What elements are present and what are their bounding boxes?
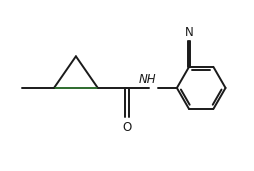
Text: O: O — [122, 121, 132, 134]
Text: N: N — [185, 26, 193, 39]
Text: NH: NH — [139, 73, 156, 86]
